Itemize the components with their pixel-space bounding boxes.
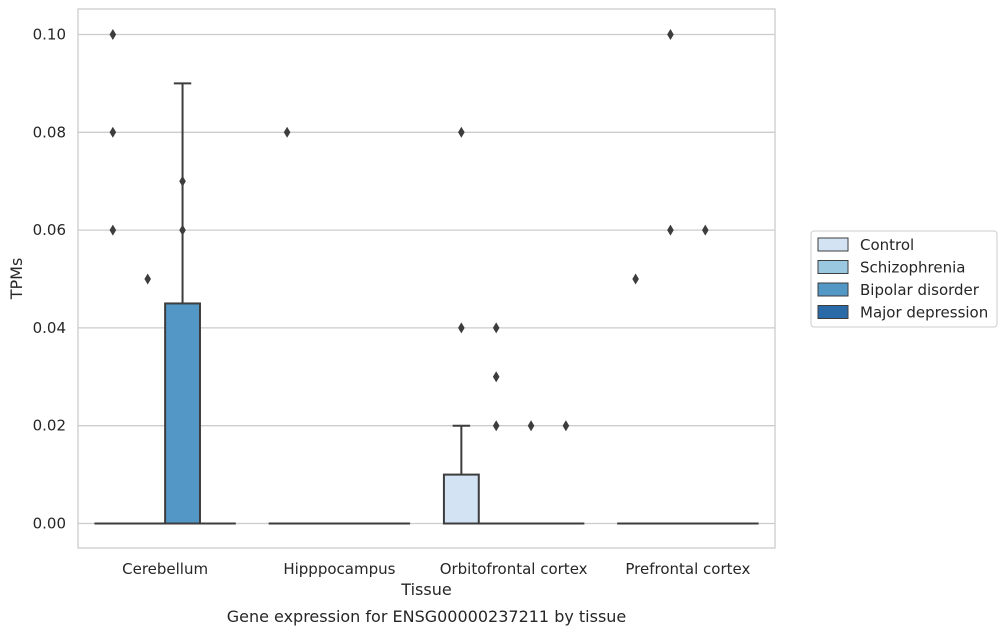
x-tick-label: Orbitofrontal cortex [440,560,588,578]
outlier-point [667,29,674,40]
y-tick-label: 0.10 [33,26,66,44]
box-iqr [164,302,201,525]
legend: Control Schizophrenia Bipolar disorder Majo… [810,230,998,328]
outlier-point [109,224,117,236]
box-schizophrenia [477,322,515,525]
legend-frame [810,230,998,328]
legend-label: Bipolar disorder [860,281,980,299]
box-control [442,126,480,525]
y-tick-label: 0.00 [33,515,66,533]
legend-swatch [817,305,849,319]
y-tick-label: 0.08 [33,123,66,141]
legend-items: Control Schizophrenia Bipolar disorder Majo… [817,236,988,322]
outlier-point [667,224,674,236]
y-tick-labels: 0.00 0.02 0.04 0.06 0.08 0.10 [33,26,66,533]
outlier-point [632,273,639,285]
outlier-point [109,29,117,40]
y-tick-label: 0.02 [33,417,66,435]
outlier-point [144,273,151,285]
outlier-point [492,371,500,383]
outlier-point [527,420,535,432]
legend-label: Major depression [860,304,988,322]
x-tick-labels: Cerebellum Hipppocampus Orbitofrontal cort… [122,560,750,578]
box-bipolar-disorder [164,82,201,525]
x-tick-label: Hipppocampus [283,560,395,578]
box-bipolar-disorder [512,420,550,525]
legend-swatch [817,237,849,252]
box-series-group [94,29,759,525]
legend-label: Control [860,236,914,254]
outlier-point [562,420,570,432]
x-tick-label: Prefrontal cortex [625,560,750,578]
outlier-point [492,420,500,432]
outlier-point [458,126,465,138]
box-iqr [442,473,480,525]
x-axis-label: Tissue [400,580,451,599]
outlier-point [283,126,291,138]
legend-label: Schizophrenia [860,259,965,277]
box-major-depression [547,420,585,525]
outlier-point [179,224,186,236]
legend-swatch [817,260,849,274]
x-tick-label: Cerebellum [122,560,208,578]
box-schizophrenia [652,29,689,525]
y-axis-label: TPMs [7,258,26,301]
legend-swatch [817,282,849,297]
outlier-point [109,126,117,138]
y-tick-label: 0.04 [33,319,66,337]
chart-caption: Gene expression for ENSG00000237211 by t… [227,607,627,626]
outlier-point [702,224,709,236]
outlier-point [179,175,186,187]
outlier-point [458,322,465,334]
y-tick-label: 0.06 [33,221,66,239]
plot-frame [77,8,776,549]
outlier-point [492,322,500,334]
